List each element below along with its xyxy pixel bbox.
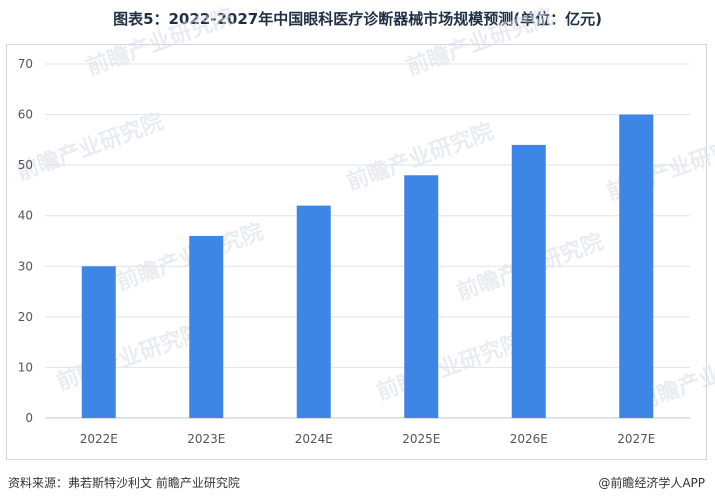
bar-2023E	[189, 235, 224, 418]
bar-2024E	[296, 205, 331, 418]
chart-frame	[6, 44, 707, 460]
x-tick-label: 2026E	[510, 432, 548, 446]
x-tick-label: 2027E	[617, 432, 655, 446]
watermark-text: 前瞻产业研究院	[53, 319, 207, 396]
bar-2027E	[619, 114, 654, 419]
y-tick-label: 50	[18, 158, 33, 172]
y-tick-label: 10	[18, 360, 33, 374]
y-tick-label: 0	[25, 411, 33, 425]
bar-2022E	[81, 266, 116, 418]
y-tick-label: 70	[18, 57, 33, 71]
x-tick-label: 2024E	[295, 432, 333, 446]
watermark-text: 前瞻产业研究院	[13, 109, 167, 186]
watermark-text: 前瞻产业研究院	[403, 4, 557, 81]
y-tick-label: 20	[18, 310, 33, 324]
y-tick-label: 30	[18, 259, 33, 273]
watermark-text: 前瞻产业研究院	[83, 4, 237, 81]
y-axis-ticks: 0 10 20 30 40 50 60 70	[18, 57, 33, 425]
chart-title: 图表5：2022-2027年中国眼科医疗诊断器械市场规模预测(单位：亿元)	[113, 10, 602, 28]
bars	[81, 114, 654, 419]
bar-2026E	[511, 144, 546, 418]
grid-lines	[45, 63, 690, 419]
x-axis-ticks: 2022E 2023E 2024E 2025E 2026E 2027E	[80, 432, 656, 446]
y-tick-label: 60	[18, 108, 33, 122]
x-tick-label: 2023E	[187, 432, 225, 446]
x-tick-label: 2025E	[402, 432, 440, 446]
y-tick-label: 40	[18, 209, 33, 223]
bar-2025E	[404, 175, 439, 418]
brand-handle: @前瞻经济学人APP	[598, 476, 705, 490]
x-tick-label: 2022E	[80, 432, 118, 446]
source-note: 资料来源：弗若斯特沙利文 前瞻产业研究院	[8, 476, 240, 490]
